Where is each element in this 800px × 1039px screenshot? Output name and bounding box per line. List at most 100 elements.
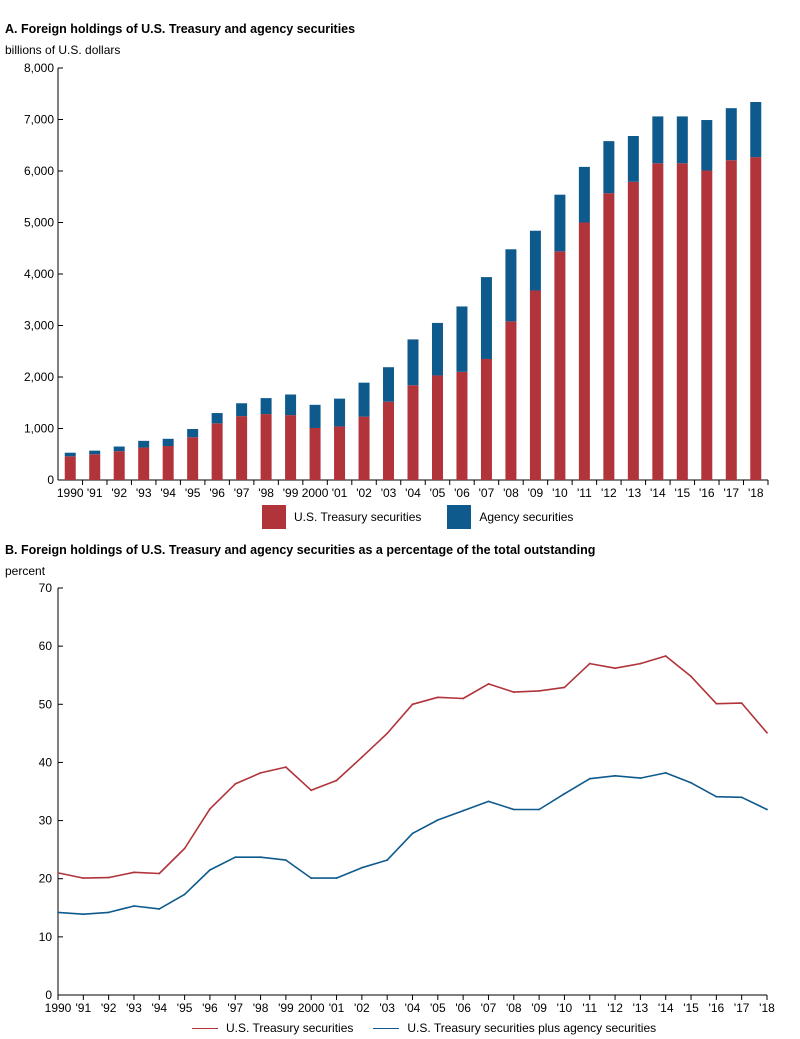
legend-line-treasury [192, 1027, 218, 1029]
bar-agency [162, 438, 174, 447]
x-tick-label: '91 [87, 486, 103, 500]
bar-treasury [309, 427, 321, 480]
point-treasury [386, 732, 389, 735]
legend-label-combined-pct: U.S. Treasury securities plus agency sec… [407, 1021, 657, 1035]
bar-agency [309, 404, 321, 428]
bar-treasury [407, 385, 419, 480]
x-tick-label: '13 [626, 486, 642, 500]
x-tick-label: '16 [699, 486, 715, 500]
legend-label-treasury: U.S. Treasury securities [294, 510, 422, 524]
bar-agency [627, 135, 639, 182]
chart-b-unit-label: percent [5, 564, 46, 578]
bar-agency [431, 322, 443, 376]
y-tick-label: 0 [47, 473, 54, 487]
bar-agency [725, 108, 737, 161]
x-tick-label: '91 [76, 1001, 92, 1015]
point-combined [740, 796, 743, 799]
x-tick-label: '96 [202, 1001, 218, 1015]
y-tick-label: 40 [39, 755, 53, 769]
x-tick-label: '09 [531, 1001, 547, 1015]
point-treasury [158, 872, 161, 875]
x-tick-label: '94 [151, 1001, 167, 1015]
bar-treasury [89, 454, 101, 480]
y-tick-label: 3,000 [24, 319, 54, 333]
point-combined [107, 911, 110, 914]
point-treasury [512, 691, 515, 693]
bar-treasury [603, 193, 615, 480]
point-combined [639, 777, 642, 780]
bar-agency [407, 339, 419, 386]
y-tick-label: 7,000 [24, 113, 54, 127]
point-combined [158, 908, 161, 910]
x-tick-label: '93 [136, 486, 152, 500]
bar-treasury [676, 163, 688, 480]
bar-treasury [480, 358, 492, 480]
point-combined [614, 774, 616, 777]
point-treasury [487, 683, 490, 685]
bar-agency [187, 429, 199, 438]
legend-line-combined [373, 1027, 400, 1029]
x-tick-label: '04 [405, 486, 421, 500]
series-line-treasury [57, 655, 768, 879]
point-combined [690, 781, 692, 784]
point-combined [411, 832, 414, 835]
point-treasury [462, 697, 465, 700]
legend-label-treasury-pct: U.S. Treasury securities [226, 1021, 354, 1035]
bar-agency [505, 249, 517, 322]
point-combined [436, 819, 439, 821]
x-tick-label: '98 [253, 1001, 269, 1015]
point-treasury [209, 808, 211, 810]
bar-treasury [431, 375, 443, 480]
point-treasury [133, 871, 135, 874]
bar-agency [138, 440, 150, 448]
x-tick-label: '17 [734, 1001, 750, 1015]
point-treasury [259, 771, 262, 774]
x-tick-label: '03 [381, 486, 397, 500]
x-tick-label: '12 [601, 486, 617, 500]
y-tick-label: 10 [39, 930, 53, 944]
y-tick-label: 60 [39, 639, 53, 653]
point-treasury [335, 779, 338, 782]
point-combined [234, 856, 237, 859]
x-tick-label: '13 [633, 1001, 649, 1015]
bar-treasury [456, 371, 468, 480]
x-tick-label: '97 [234, 486, 250, 500]
bar-treasury [505, 321, 517, 480]
bar-treasury [260, 414, 272, 480]
legend-swatch-treasury [262, 505, 286, 529]
point-combined [487, 800, 490, 803]
y-tick-label: 20 [39, 872, 53, 886]
bar-treasury [725, 160, 737, 480]
x-tick-label: '10 [557, 1001, 573, 1015]
x-tick-label: '92 [101, 1001, 117, 1015]
legend-item-treasury: U.S. Treasury securities [262, 505, 421, 529]
bar-treasury [334, 426, 346, 480]
y-tick-label: 70 [39, 581, 53, 595]
point-combined [360, 866, 363, 869]
point-combined [209, 869, 211, 871]
bar-agency [750, 101, 762, 158]
bar-treasury [652, 163, 664, 480]
x-tick-label: '98 [258, 486, 274, 500]
bar-agency [529, 230, 541, 291]
legend-label-agency: Agency securities [479, 510, 574, 524]
x-tick-label: '02 [356, 486, 372, 500]
bar-treasury [529, 290, 541, 480]
chart-a-legend: U.S. Treasury securities Agency securiti… [262, 505, 573, 529]
y-tick-label: 4,000 [24, 267, 54, 281]
bar-agency [334, 398, 346, 427]
x-tick-label: '92 [111, 486, 127, 500]
point-combined [462, 809, 465, 812]
point-treasury [690, 675, 692, 678]
x-tick-label: '08 [506, 1001, 522, 1015]
bar-treasury [236, 416, 248, 480]
legend-item-combined-pct: U.S. Treasury securities plus agency sec… [373, 1021, 656, 1035]
bar-agency [236, 403, 248, 417]
y-tick-label: 2,000 [24, 370, 54, 384]
x-tick-label: '15 [683, 1001, 699, 1015]
y-tick-label: 5,000 [24, 216, 54, 230]
bar-treasury [285, 415, 297, 480]
x-tick-label: '04 [405, 1001, 421, 1015]
point-combined [57, 911, 59, 914]
point-treasury [310, 789, 313, 792]
